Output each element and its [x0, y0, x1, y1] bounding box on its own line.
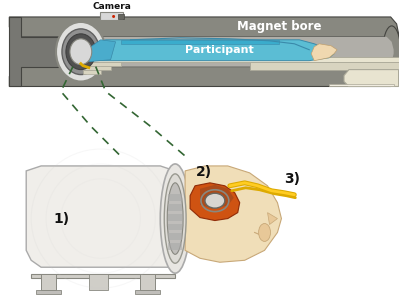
Polygon shape	[41, 274, 56, 290]
Ellipse shape	[205, 193, 225, 208]
Ellipse shape	[70, 39, 92, 64]
Polygon shape	[9, 17, 81, 86]
Polygon shape	[168, 224, 182, 230]
Polygon shape	[36, 290, 61, 294]
Polygon shape	[83, 70, 101, 74]
Polygon shape	[83, 62, 120, 66]
Text: 3): 3)	[284, 172, 300, 186]
Polygon shape	[168, 243, 182, 250]
Polygon shape	[329, 83, 394, 86]
Ellipse shape	[167, 183, 183, 254]
Text: Participant: Participant	[186, 45, 254, 55]
Ellipse shape	[164, 174, 186, 263]
Ellipse shape	[62, 29, 100, 75]
Polygon shape	[168, 214, 182, 220]
Ellipse shape	[56, 22, 106, 82]
Polygon shape	[83, 66, 111, 70]
Polygon shape	[190, 183, 240, 220]
Polygon shape	[120, 40, 280, 44]
Polygon shape	[140, 274, 155, 290]
Polygon shape	[168, 233, 182, 240]
Polygon shape	[311, 44, 337, 61]
Polygon shape	[31, 274, 175, 278]
Polygon shape	[168, 194, 182, 201]
Text: 2): 2)	[196, 165, 212, 179]
Polygon shape	[26, 166, 175, 267]
Polygon shape	[9, 17, 399, 45]
Text: 1): 1)	[53, 212, 69, 226]
Polygon shape	[268, 213, 278, 224]
Polygon shape	[200, 185, 234, 208]
Ellipse shape	[112, 15, 115, 18]
Polygon shape	[344, 70, 399, 86]
Polygon shape	[185, 166, 282, 262]
Polygon shape	[168, 204, 182, 211]
Ellipse shape	[258, 224, 270, 242]
Ellipse shape	[160, 164, 190, 273]
Polygon shape	[81, 37, 394, 67]
Ellipse shape	[383, 26, 400, 77]
Ellipse shape	[66, 34, 96, 70]
Bar	[118, 14, 124, 19]
FancyBboxPatch shape	[100, 13, 123, 20]
Text: Camera: Camera	[92, 2, 131, 11]
Polygon shape	[136, 290, 160, 294]
Text: Magnet bore: Magnet bore	[237, 20, 322, 33]
Polygon shape	[250, 62, 399, 70]
Polygon shape	[91, 40, 334, 62]
Polygon shape	[9, 67, 399, 86]
Polygon shape	[89, 40, 116, 62]
Polygon shape	[81, 57, 399, 62]
Polygon shape	[89, 274, 108, 290]
